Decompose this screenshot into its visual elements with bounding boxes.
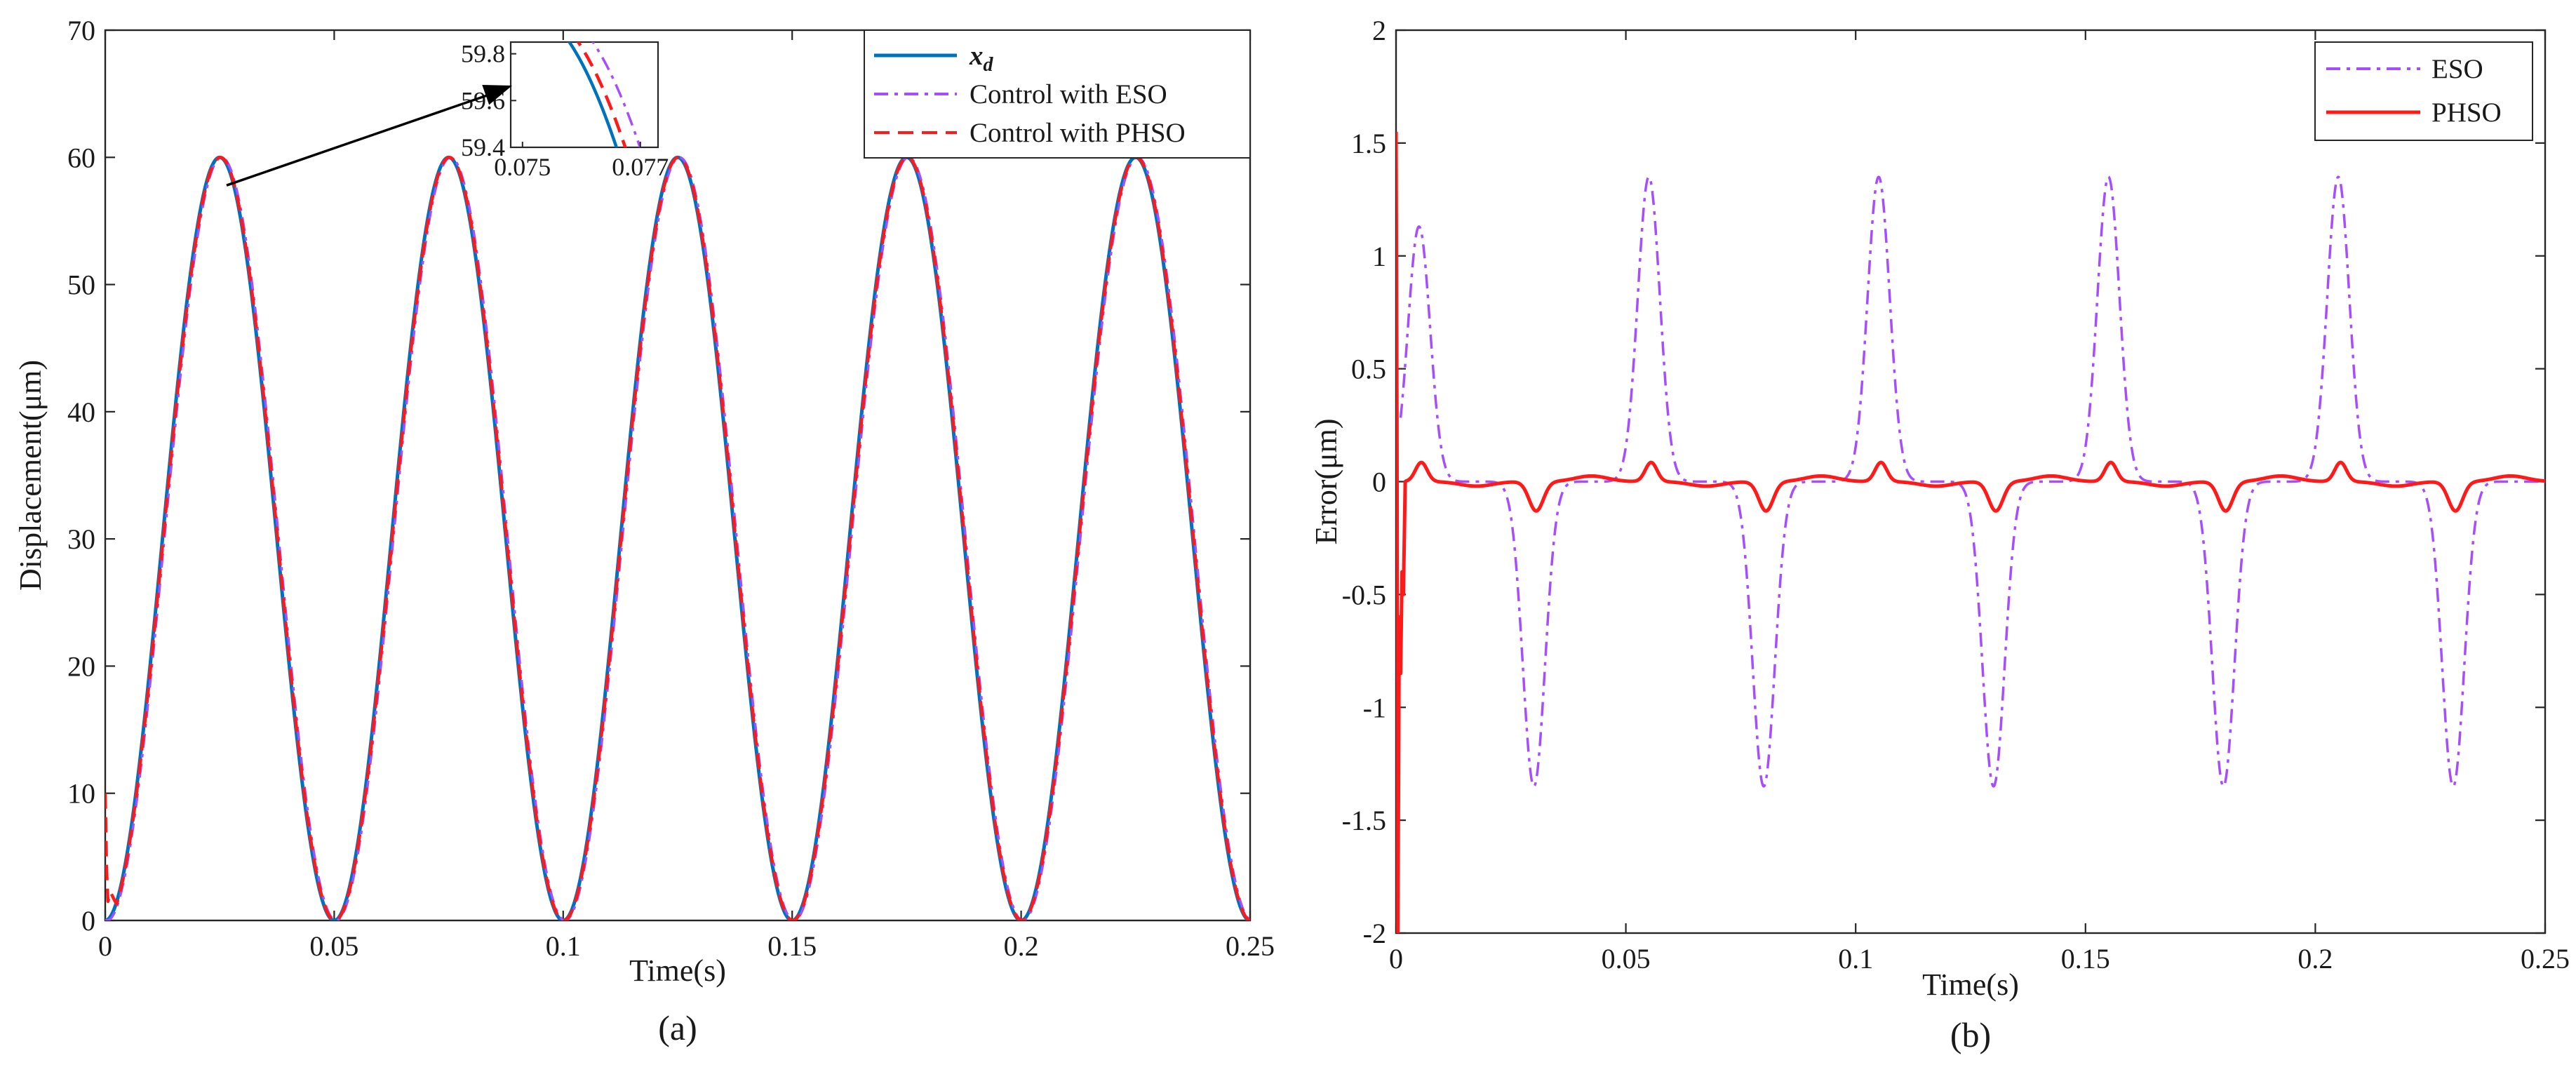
chart-b-xtick-label: 0.1 bbox=[1838, 943, 1873, 974]
chart-a-ytick-label: 10 bbox=[67, 778, 95, 810]
chart-a-ytick-label: 30 bbox=[67, 523, 95, 555]
chart-a-xtick-label: 0.15 bbox=[767, 930, 817, 962]
chart-a-ytick-label: 20 bbox=[67, 650, 95, 682]
chart-a-xlabel: Time(s) bbox=[629, 953, 726, 988]
zoom-arrow-head bbox=[482, 85, 512, 105]
chart-a-ytick-label: 60 bbox=[67, 142, 95, 173]
chart-b-legend-label-1: PHSO bbox=[2431, 98, 2502, 128]
inset-xd-line bbox=[567, 42, 619, 147]
inset-ytick-label: 59.8 bbox=[461, 40, 505, 68]
chart-a-axes: 0 0.05 0.1 0.15 0.2 0.25 0 10 20 30 40 50 60 70 bbox=[67, 15, 1275, 962]
chart-b-ytick-label: 1 bbox=[1372, 241, 1386, 272]
inset-xtick-label: 0.077 bbox=[612, 153, 669, 181]
chart-a-legend-label-2: Control with PHSO bbox=[970, 118, 1186, 148]
chart-b-legend: ESO PHSO bbox=[2314, 41, 2533, 141]
series-phso-line bbox=[105, 156, 1250, 920]
chart-a-xtick-label: 0.05 bbox=[309, 930, 358, 962]
chart-b-xtick-label: 0.15 bbox=[2061, 943, 2110, 974]
chart-b-legend-box bbox=[2314, 41, 2533, 141]
chart-b-series bbox=[1396, 131, 2545, 933]
chart-a-ytick-label: 40 bbox=[67, 396, 95, 428]
chart-a-legend-label-0: xd bbox=[969, 41, 994, 76]
chart-b-ytick-label: 2 bbox=[1372, 15, 1386, 46]
chart-b-ytick-label: 1.5 bbox=[1351, 128, 1386, 159]
legend-math-main: x bbox=[969, 41, 984, 71]
chart-a-legend-label-1: Control with ESO bbox=[970, 79, 1167, 109]
chart-b-ytick-label: -1 bbox=[1363, 692, 1386, 723]
chart-b-xtick-label: 0.25 bbox=[2521, 943, 2570, 974]
chart-b-ytick-label: 0 bbox=[1372, 467, 1386, 498]
chart-b-ytick-label: -1.5 bbox=[1342, 805, 1386, 836]
chart-b-legend-label-0: ESO bbox=[2431, 54, 2483, 84]
inset-phso-line bbox=[576, 42, 627, 147]
chart-b-ytick-label: -0.5 bbox=[1342, 579, 1386, 610]
chart-a-plot-frame bbox=[104, 29, 1252, 922]
chart-a-legend-box bbox=[864, 29, 1251, 159]
chart-a-xtick-label: 0 bbox=[98, 930, 112, 962]
chart-b-axes: 0 0.05 0.1 0.15 0.2 0.25 -2 -1.5 -1 -0.5 0 0.5 1 1.5 2 bbox=[1342, 15, 2570, 974]
chart-b-ytick-label: 0.5 bbox=[1351, 354, 1386, 385]
chart-b-ylabel: Error(μm) bbox=[1309, 419, 1343, 545]
inset-xtick-label: 0.075 bbox=[494, 153, 551, 181]
chart-a-caption: (a) bbox=[658, 1008, 697, 1047]
chart-a-ylabel: Displacement(μm) bbox=[13, 360, 48, 591]
chart-a-series bbox=[105, 155, 1250, 920]
series-phso-error-line bbox=[1396, 131, 2545, 933]
chart-a-ytick-label: 0 bbox=[81, 905, 95, 937]
inset-eso-line bbox=[591, 42, 642, 147]
inset-ytick-label: 59.4 bbox=[461, 133, 505, 161]
inset-frame bbox=[509, 41, 659, 149]
chart-b-xtick-label: 0 bbox=[1389, 943, 1403, 974]
chart-b-ytick-label: -2 bbox=[1363, 918, 1386, 949]
chart-a-xtick-label: 0.1 bbox=[546, 930, 581, 962]
series-eso-error-line bbox=[1399, 175, 2545, 788]
zoom-arrow-line bbox=[226, 93, 492, 187]
chart-b-caption: (b) bbox=[1950, 1015, 1991, 1054]
chart-b-xtick-label: 0.2 bbox=[2297, 943, 2333, 974]
chart-a-ytick-label: 70 bbox=[67, 15, 95, 46]
legend-math-sub: d bbox=[984, 54, 994, 76]
chart-b-xtick-label: 0.05 bbox=[1602, 943, 1651, 974]
chart-a-xtick-label: 0.2 bbox=[1004, 930, 1039, 962]
chart-a-xtick-label: 0.25 bbox=[1226, 930, 1275, 962]
chart-b-xlabel: Time(s) bbox=[1922, 967, 2019, 1002]
chart-a-ytick-label: 50 bbox=[67, 269, 95, 301]
